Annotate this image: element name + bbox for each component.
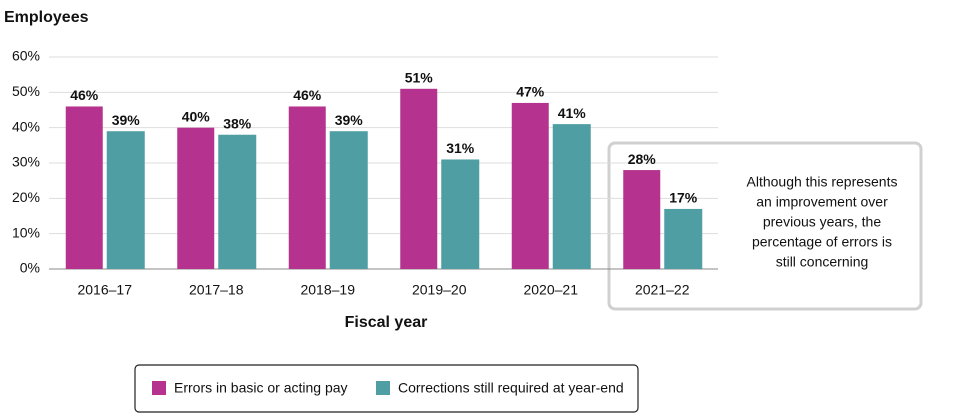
chart-title: Employees	[4, 9, 89, 26]
bar	[106, 131, 145, 269]
y-tick-label: 60%	[12, 48, 40, 64]
value-label: 31%	[446, 140, 475, 156]
y-tick-label: 10%	[12, 224, 40, 240]
value-label: 47%	[516, 84, 545, 100]
bar	[511, 102, 549, 269]
value-label: 17%	[669, 190, 698, 206]
annotation-text: percentage of errors is	[752, 234, 892, 250]
x-tick-label: 2016–17	[77, 282, 132, 298]
x-tick-label: 2017–18	[189, 282, 244, 298]
annotation-text: an improvement over	[756, 194, 888, 210]
x-tick-label: 2020–21	[523, 282, 578, 298]
legend-swatch	[152, 381, 166, 395]
value-label: 28%	[628, 151, 657, 167]
bar	[552, 124, 591, 269]
annotation-text: still concerning	[776, 254, 869, 270]
legend-box	[134, 364, 639, 413]
annotation-box	[607, 141, 923, 311]
y-tick-label: 30%	[12, 154, 40, 170]
bar	[177, 127, 215, 270]
value-label: 39%	[335, 112, 364, 128]
bar	[288, 106, 326, 269]
x-axis-title: Fiscal year	[345, 314, 428, 331]
value-label: 41%	[558, 105, 587, 121]
bar	[441, 159, 480, 269]
value-label: 51%	[405, 70, 434, 86]
bar	[329, 131, 368, 269]
value-label: 46%	[293, 87, 322, 103]
x-tick-label: 2019–20	[412, 282, 467, 298]
y-tick-label: 40%	[12, 118, 40, 134]
annotation-text: Although this represents	[747, 174, 898, 190]
value-label: 40%	[182, 108, 211, 124]
annotation-text: previous years, the	[763, 214, 881, 230]
y-tick-label: 50%	[12, 83, 40, 99]
value-label: 39%	[112, 112, 141, 128]
legend-label: Errors in basic or acting pay	[174, 380, 348, 396]
value-label: 46%	[70, 87, 99, 103]
y-tick-label: 0%	[20, 260, 40, 276]
legend-label: Corrections still required at year-end	[398, 380, 624, 396]
bar	[664, 208, 703, 269]
y-tick-label: 20%	[12, 189, 40, 205]
bar	[65, 106, 103, 269]
bar	[400, 88, 438, 269]
x-tick-label: 2021–22	[635, 282, 690, 298]
bar	[623, 170, 661, 269]
legend-swatch	[376, 381, 390, 395]
value-label: 38%	[223, 115, 252, 131]
bar	[218, 134, 257, 269]
x-tick-label: 2018–19	[300, 282, 355, 298]
